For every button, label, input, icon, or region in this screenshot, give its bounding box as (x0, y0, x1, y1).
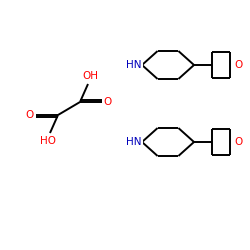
Text: HO: HO (40, 136, 56, 146)
Text: O: O (26, 110, 34, 120)
Text: HN: HN (126, 137, 142, 147)
Text: O: O (234, 60, 242, 70)
Text: O: O (104, 97, 112, 107)
Text: OH: OH (82, 71, 98, 81)
Text: HN: HN (126, 60, 142, 70)
Text: O: O (234, 137, 242, 147)
